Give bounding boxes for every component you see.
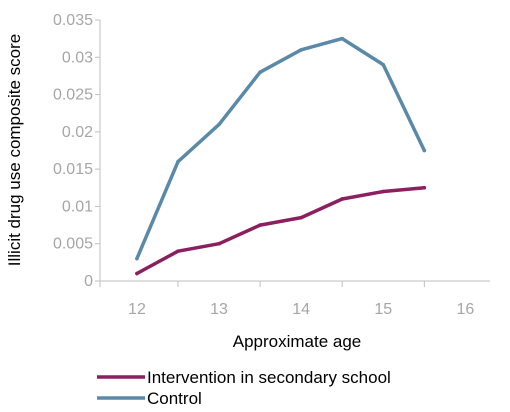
y-tick-label: 0.015 <box>53 161 93 178</box>
y-tick-label: 0.035 <box>53 12 93 29</box>
data-point <box>217 241 221 246</box>
legend-label: Control <box>147 389 202 408</box>
data-point <box>217 122 221 127</box>
data-point <box>299 48 303 52</box>
y-tick-label: 0 <box>84 273 93 290</box>
x-tick-label: 16 <box>456 301 474 318</box>
y-tick-label: 0.03 <box>62 49 93 66</box>
x-axis-ticks: 12 13 14 15 16 <box>99 281 474 318</box>
x-tick-label: 14 <box>292 301 310 318</box>
data-point <box>340 197 345 201</box>
data-point <box>135 256 139 261</box>
x-axis-title: Approximate age <box>233 332 362 351</box>
y-tick-label: 0.01 <box>62 198 93 215</box>
series-layer <box>135 36 427 276</box>
y-axis-title: Illicit drug use composite score <box>5 34 24 266</box>
x-tick-label: 13 <box>210 301 228 318</box>
y-axis-ticks: 0 0.005 0.01 0.015 0.02 0.025 0.03 0.035 <box>53 12 100 290</box>
y-tick-label: 0.005 <box>53 236 93 253</box>
data-point <box>381 62 386 67</box>
data-point <box>422 185 427 190</box>
data-point <box>135 271 139 276</box>
x-tick-label: 12 <box>128 301 146 318</box>
series-line-intervention <box>135 186 427 276</box>
data-point <box>176 159 180 164</box>
axes <box>99 20 490 282</box>
x-tick-label: 15 <box>374 301 392 318</box>
legend-label: Intervention in secondary school <box>147 368 391 387</box>
data-point <box>340 36 345 41</box>
data-point <box>422 148 427 153</box>
series-line-control <box>135 36 427 261</box>
data-point <box>381 189 386 194</box>
data-point <box>258 223 262 227</box>
y-tick-label: 0.025 <box>53 87 93 104</box>
legend: Intervention in secondary school Control <box>97 368 391 408</box>
data-point <box>258 70 262 74</box>
data-point <box>299 215 303 220</box>
y-tick-label: 0.02 <box>62 124 93 141</box>
data-point <box>176 249 180 253</box>
